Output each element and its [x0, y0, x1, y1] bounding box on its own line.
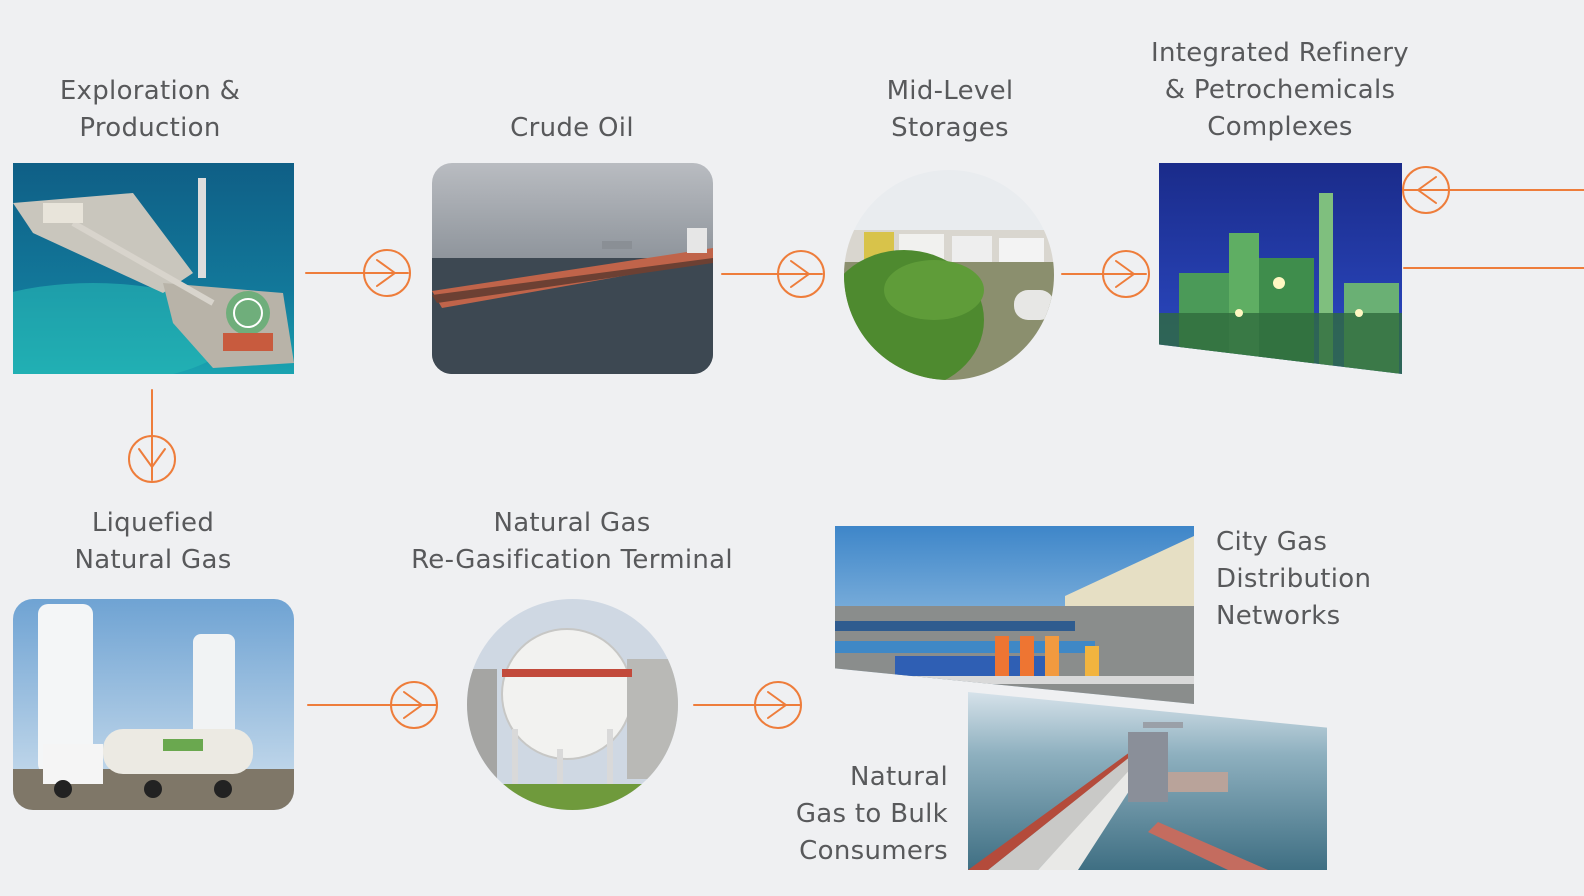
crude-oil-label: Crude Oil — [510, 113, 634, 143]
offshore-platform-image — [13, 163, 294, 374]
terminal-label: Natural Gas Re-Gasification Terminal — [411, 508, 733, 575]
lng-truck-image — [13, 599, 294, 810]
lng-label: Liquefied Natural Gas — [74, 508, 232, 575]
exploration-label: Exploration & Production — [59, 76, 241, 143]
arrow-right-circle-icon — [1061, 250, 1150, 298]
refinery-label: Integrated Refinery & Petrochemicals Com… — [1151, 38, 1409, 142]
regasification-sphere-image — [467, 599, 678, 810]
refinery-image — [1159, 163, 1402, 374]
bulk-consumers-jetty-image — [968, 692, 1327, 870]
bulk-consumers-label: Natural Gas to Bulk Consumers — [795, 762, 948, 866]
arrow-right-circle-icon — [721, 250, 825, 298]
crude-oil-tanker-image — [432, 163, 713, 374]
arrow-down-circle-icon — [128, 389, 176, 483]
city-gas-label: City Gas Distribution Networks — [1216, 527, 1372, 631]
arrow-right-circle-icon — [305, 249, 411, 297]
arrow-left-circle-icon — [1402, 166, 1584, 214]
arrow-right-circle-icon — [693, 681, 802, 729]
storages-label: Mid-Level Storages — [886, 76, 1014, 143]
storage-tanks-image — [844, 170, 1054, 380]
arrow-right-circle-icon — [307, 681, 438, 729]
